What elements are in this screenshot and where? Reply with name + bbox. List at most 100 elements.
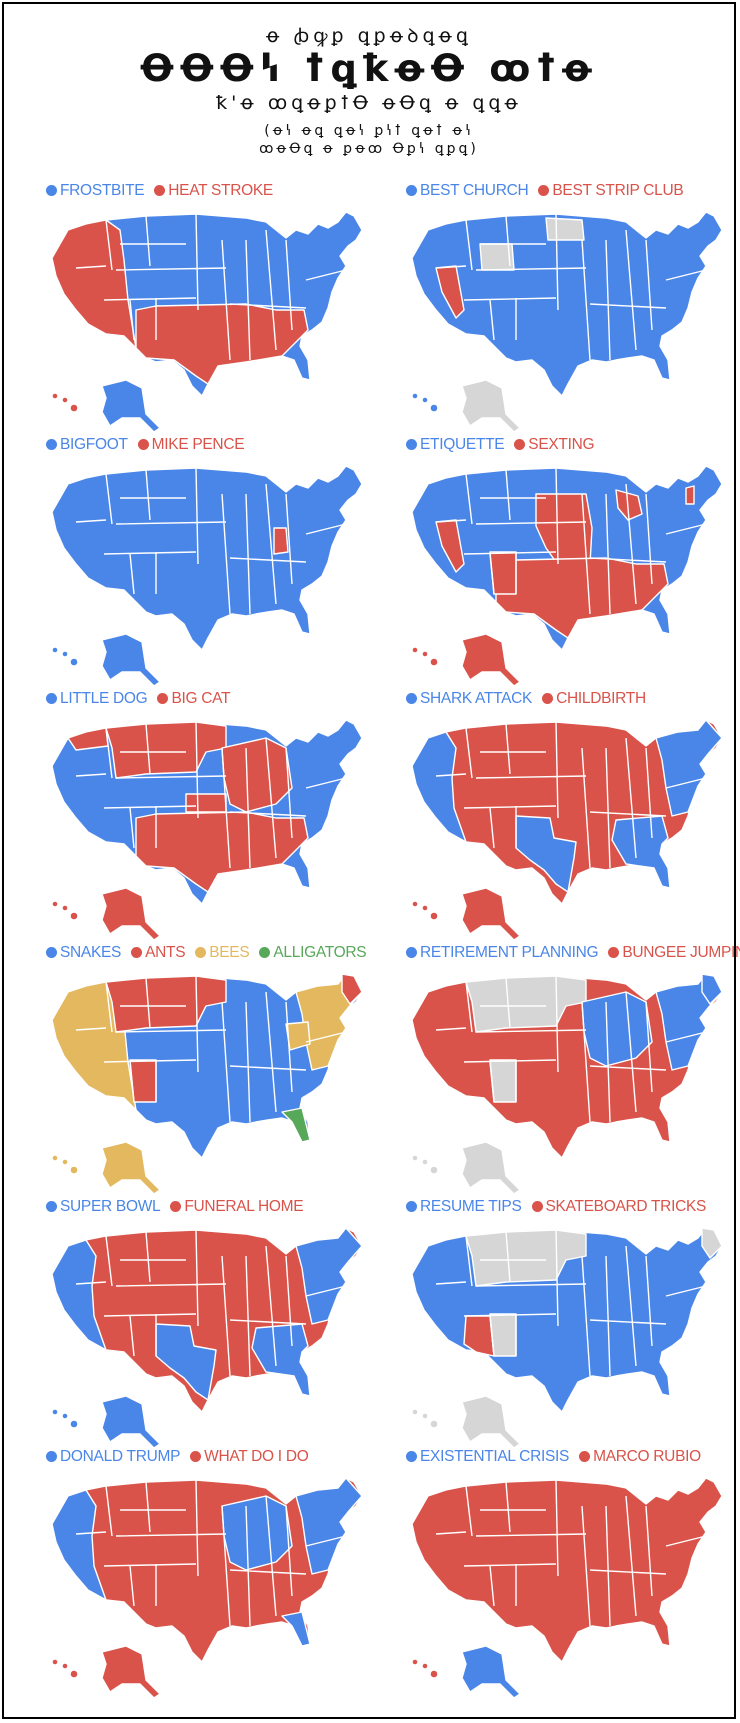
comic-title: ꝊꝊꝊꝇ ꝉꝗꝁꝋꝊ ꝏꝉꝋ [139,47,599,90]
map-region-fl [281,1611,311,1647]
map-legend: BEST CHURCH BEST STRIP CLUB [406,180,740,202]
map-alaska [101,1645,161,1699]
us-map [51,211,363,433]
state-borders [435,1229,707,1377]
map-alaska [461,1395,521,1449]
map-hawaii [51,900,79,921]
map-panel: SUPER BOWL FUNERAL HOME [46,1196,376,1449]
map-region-me [341,973,363,1005]
legend-label: SHARK ATTACK [420,690,533,707]
map-panel: SHARK ATTACK CHILDBIRTH [406,688,736,941]
map-region-fl [281,1107,311,1143]
map-alaska [101,887,161,941]
map-panel: FROSTBITE HEAT STROKE [46,180,376,433]
state-borders [75,213,347,361]
legend-dot [46,693,57,704]
legend-label: BIGFOOT [60,436,128,453]
map-legend: SUPER BOWL FUNERAL HOME [46,1196,386,1218]
map-region-wa [67,727,109,751]
state-borders [435,721,707,869]
state-borders [75,721,347,869]
map-hawaii [51,1658,79,1679]
map-hawaii [411,1408,439,1429]
legend-item: DONALD TRUMP [46,1448,180,1466]
state-borders [435,467,707,615]
legend-dot [137,439,149,450]
legend-label: CHILDBIRTH [556,690,646,707]
map-alaska [461,1141,521,1195]
legend-label: DONALD TRUMP [60,1448,181,1465]
map-panel: BEST CHURCH BEST STRIP CLUB [406,180,736,433]
legend-item: SEXTING [514,436,595,454]
map-region-midwest [221,737,293,813]
map-region-southeast [611,815,671,889]
legend-dot [157,693,169,704]
us-map [411,719,723,941]
map-hawaii [411,1658,439,1679]
map-region-south [495,557,669,639]
legend-dot [542,693,554,704]
legend-dot [154,185,166,196]
legend-item: HEAT STROKE [154,182,273,200]
legend-dot [46,1201,57,1212]
legend-label: WHAT DO I DO [204,1448,309,1465]
legend-label: LITTLE DOG [60,690,148,707]
map-mainland [411,1477,723,1663]
legend-item: ALLIGATORS [259,944,367,962]
map-mainland [51,465,363,651]
legend-dot [46,185,57,196]
map-region-mi [615,489,643,521]
legend-dot [406,185,417,196]
map-hawaii [411,646,439,667]
state-borders [75,1229,347,1377]
legend-label: BUNGEE JUMPING [622,944,740,961]
state-borders [75,1479,347,1627]
legend-dot [406,947,417,958]
legend-item: CHILDBIRTH [542,690,646,708]
legend-dot [259,947,271,958]
map-panel: ETIQUETTE SEXTING [406,434,736,687]
us-map [411,1477,723,1699]
legend-label: SKATEBOARD TRICKS [545,1198,707,1215]
map-panel: RETIREMENT PLANNING BUNGEE JUMPING [406,942,740,1195]
legend-label: ALLIGATORS [273,944,367,961]
map-region-coast [51,1239,107,1351]
legend-label: BIG CAT [171,690,231,707]
map-region-vt [685,485,695,505]
map-panel: DONALD TRUMP WHAT DO I DO [46,1446,376,1699]
legend-item: BEES [195,944,250,962]
map-region-midwest [221,1495,293,1571]
legend-label: SUPER BOWL [60,1198,161,1215]
map-region-coast [51,1489,107,1601]
us-map [411,973,723,1195]
map-alaska [461,1645,521,1699]
legend-item: BEST CHURCH [406,182,529,200]
map-legend: BIGFOOT MIKE PENCE [46,434,386,456]
map-region-south [135,303,309,385]
legend-dot [531,1201,543,1212]
map-alaska [101,633,161,687]
us-map [51,465,363,687]
legend-label: HEAT STROKE [168,182,273,199]
legend-label: FUNERAL HOME [184,1198,304,1215]
legend-item: ETIQUETTE [406,436,505,454]
state-borders [435,975,707,1123]
map-panel: RESUME TIPS SKATEBOARD TRICKS [406,1196,736,1449]
map-panel: BIGFOOT MIKE PENCE [46,434,376,687]
header-note-1: (ꝋꝇ ꝋꝗ ꝗꝋꝇ ꝑꝇꝉ ꝗꝋꝉ ꝋꝇ [264,123,474,139]
legend-dot [46,947,57,958]
legend-label: MIKE PENCE [151,436,245,453]
map-region-midwest [581,991,653,1067]
legend-label: RESUME TIPS [420,1198,522,1215]
map-alaska [101,379,161,433]
legend-label: MARCO RUBIO [593,1448,701,1465]
legend-item: SUPER BOWL [46,1198,161,1216]
legend-item: WHAT DO I DO [190,1448,309,1466]
map-region-ks [185,793,227,813]
legend-dot [190,1451,202,1462]
legend-dot [538,185,550,196]
map-region-northeast [295,1227,363,1325]
map-region-southeast [251,1323,311,1397]
legend-item: RETIREMENT PLANNING [406,944,599,962]
legend-dot [608,947,620,958]
